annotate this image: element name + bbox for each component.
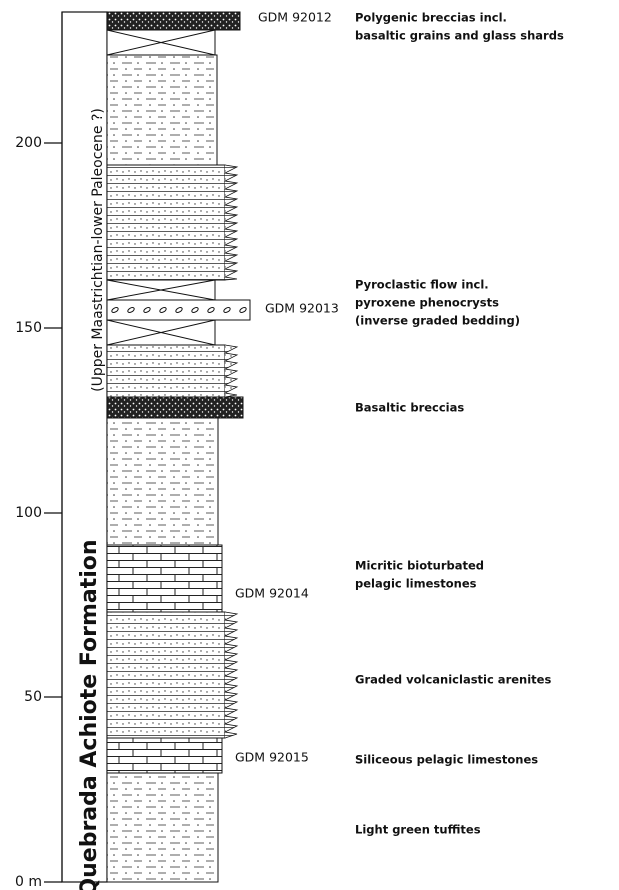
sample-label: GDM 92012 (258, 10, 332, 25)
description: pelagic limestones (355, 577, 477, 591)
layer-edge (225, 165, 237, 280)
stratigraphic-column: Quebrada Achiote Formation (Upper Maastr… (0, 0, 619, 890)
tick-label: 100 (15, 505, 42, 521)
layer (107, 773, 218, 882)
tick-label: 50 (24, 689, 42, 705)
layer (107, 12, 240, 30)
tick-label: 150 (15, 320, 42, 336)
tick-label: 200 (15, 135, 42, 151)
layer (107, 612, 225, 738)
description: pyroxene phenocrysts (355, 296, 499, 310)
layer (107, 738, 222, 773)
description: Micritic bioturbated (355, 559, 484, 573)
layer (107, 418, 218, 545)
layer (107, 55, 217, 165)
tick-label: 0 m (15, 874, 42, 890)
description: (inverse graded bedding) (355, 314, 520, 328)
layer (107, 545, 222, 612)
description: Graded volcaniclastic arenites (355, 673, 551, 687)
layer (107, 397, 243, 418)
description: Pyroclastic flow incl. (355, 278, 489, 292)
description: Basaltic breccias (355, 401, 464, 415)
layer-edge (225, 612, 237, 738)
description: Polygenic breccias incl. (355, 11, 507, 25)
sample-label: GDM 92014 (235, 586, 309, 601)
sample-label: GDM 92013 (265, 301, 339, 316)
layer (107, 345, 225, 397)
layer (107, 165, 225, 280)
layer-edge (225, 345, 237, 397)
description: basaltic grains and glass shards (355, 29, 564, 43)
sample-label: GDM 92015 (235, 750, 309, 765)
description: Siliceous pelagic limestones (355, 753, 538, 767)
formation-age: (Upper Maastrichtian-lower Paleocene ?) (90, 108, 106, 392)
formation-name: Quebrada Achiote Formation (77, 539, 102, 890)
description: Light green tuffites (355, 823, 481, 837)
